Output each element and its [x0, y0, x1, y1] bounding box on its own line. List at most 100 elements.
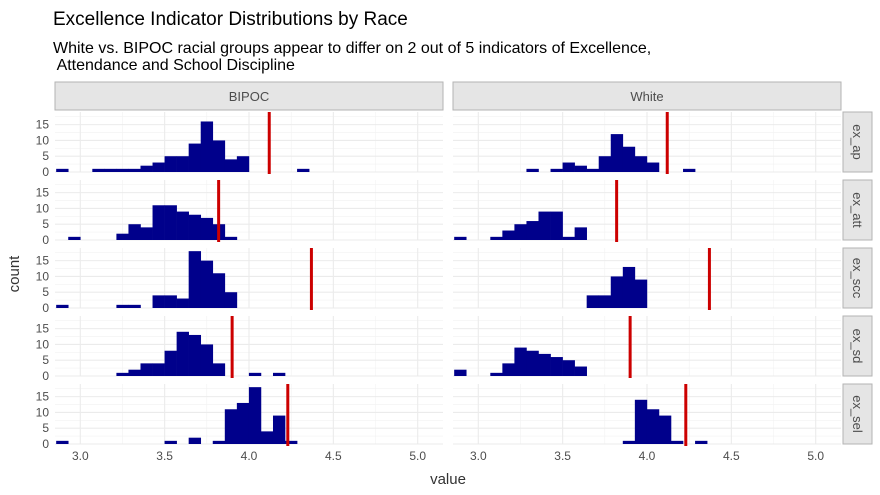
- histogram-bar: [212, 440, 226, 444]
- histogram-bar: [116, 233, 129, 240]
- y-tick-label: 15: [36, 322, 50, 336]
- y-axis-label: count: [6, 255, 23, 293]
- histogram-bar: [586, 168, 600, 172]
- histogram-bar: [140, 363, 153, 376]
- histogram-bar: [188, 251, 202, 308]
- chart-subtitle-line-1: White vs. BIPOC racial groups appear to …: [53, 40, 651, 57]
- histogram-bar: [116, 304, 129, 308]
- histogram-bar: [538, 211, 551, 240]
- x-axis-label: value: [430, 471, 466, 488]
- histogram-bar: [260, 431, 274, 444]
- panel-ex_ap-white: [526, 112, 696, 174]
- y-tick-label: 0: [42, 301, 49, 315]
- histogram-bar: [152, 162, 165, 172]
- row-strip-label-ex_sd: ex_sd: [850, 329, 865, 364]
- y-tick-label: 10: [36, 269, 50, 283]
- histogram-bar: [188, 214, 202, 240]
- histogram-bar: [140, 165, 153, 172]
- histogram-bar: [297, 168, 310, 172]
- histogram-bar: [502, 230, 515, 240]
- histogram-bar: [514, 347, 527, 376]
- histogram-bar: [56, 440, 69, 444]
- histogram-bar: [164, 156, 177, 172]
- histogram-bar: [550, 357, 563, 376]
- histogram-bar: [164, 205, 177, 240]
- histogram-bar: [128, 224, 141, 240]
- histogram-bar: [490, 236, 503, 240]
- row-strip-label-ex_scc: ex_scc: [850, 258, 865, 299]
- histogram-bar: [610, 134, 624, 172]
- histogram-bar: [562, 236, 575, 240]
- x-tick-label: 3.0: [72, 449, 89, 463]
- histogram-bar: [152, 363, 165, 376]
- y-tick-label: 5: [42, 217, 49, 231]
- histogram-bar: [272, 415, 286, 444]
- histogram-bar: [116, 372, 129, 376]
- histogram-bar: [152, 205, 165, 240]
- histogram-bar: [224, 236, 238, 240]
- histogram-bar: [176, 211, 189, 240]
- row-strip-ex_ap: [842, 111, 873, 173]
- row-strip-label-ex_att: ex_att: [850, 192, 865, 228]
- x-tick-label: 3.0: [470, 449, 487, 463]
- histogram-bar: [454, 369, 467, 376]
- histogram-bar: [176, 298, 189, 308]
- row-strip-ex_sd: [842, 315, 873, 377]
- chart-subtitle-line-2: Attendance and School Discipline: [53, 57, 295, 74]
- y-tick-label: 10: [36, 201, 50, 215]
- histogram-bar: [56, 304, 69, 308]
- histogram-bar: [574, 227, 587, 240]
- row-strip-label-ex_ap: ex_ap: [850, 124, 865, 159]
- y-tick-label: 10: [36, 133, 50, 147]
- facet-panels: BIPOC White ex_ap ex_att ex_scc ex_sd ex_sel 0 5…: [36, 81, 873, 463]
- histogram-bar: [164, 295, 177, 308]
- histogram-bar: [272, 372, 286, 376]
- histogram-bar: [574, 366, 587, 376]
- histogram-bar: [526, 221, 539, 240]
- facet-strip-white: [452, 81, 842, 111]
- facet-strip-bipoc: [54, 81, 444, 111]
- y-tick-label: 5: [42, 149, 49, 163]
- panel-ex_sd-white: [454, 316, 632, 378]
- histogram-bar: [212, 363, 226, 376]
- histogram-bar: [224, 159, 238, 172]
- histogram-bar: [610, 276, 624, 308]
- x-tick-label: 3.5: [554, 449, 571, 463]
- y-tick-label: 15: [36, 186, 50, 200]
- histogram-bar: [200, 344, 214, 376]
- panel-ex_sel-white: [622, 384, 708, 446]
- histogram-bar: [622, 440, 636, 444]
- histogram-bar: [212, 140, 226, 172]
- histogram-bar: [104, 168, 117, 172]
- y-tick-label: 0: [42, 437, 49, 451]
- histogram-bar: [164, 350, 177, 376]
- histogram-bar: [236, 156, 250, 172]
- panel-ex_ap-bipoc: [56, 112, 310, 174]
- y-tick-label: 0: [42, 369, 49, 383]
- histogram-bar: [526, 350, 539, 376]
- histogram-bar: [200, 260, 214, 308]
- histogram-bar: [224, 292, 238, 308]
- y-tick-label: 5: [42, 285, 49, 299]
- histogram-bar: [164, 440, 177, 444]
- histogram-bar: [116, 168, 129, 172]
- histogram-bar: [490, 372, 503, 376]
- histogram-bar: [658, 415, 672, 444]
- row-strip-ex_scc: [842, 247, 873, 309]
- y-tick-label: 15: [36, 254, 50, 268]
- histogram-bar: [128, 369, 141, 376]
- x-tick-label: 4.5: [723, 449, 740, 463]
- panel-ex_sd-bipoc: [116, 316, 286, 378]
- histogram-bar: [188, 143, 202, 172]
- histogram-bar: [598, 295, 612, 308]
- histogram-bar: [598, 156, 612, 172]
- histogram-bar: [176, 156, 189, 172]
- facet-strip-label-bipoc: BIPOC: [229, 89, 269, 104]
- histogram-bar: [212, 273, 226, 308]
- x-tick-label: 5.0: [409, 449, 426, 463]
- histogram-bar: [285, 440, 298, 444]
- histogram-bar: [550, 168, 563, 172]
- histogram-bar: [248, 372, 262, 376]
- y-tick-label: 0: [42, 165, 49, 179]
